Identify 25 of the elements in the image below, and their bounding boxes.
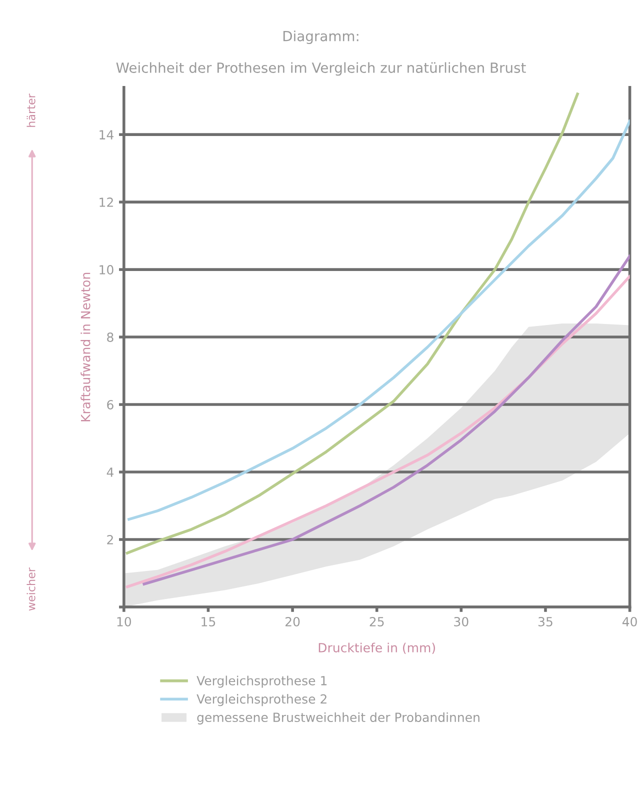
x-tick-label: 25 xyxy=(370,616,384,626)
legend-label: Vergleichsprothese 2 xyxy=(196,694,326,706)
y-tick-label: 10 xyxy=(100,265,114,274)
y-tick-label: 8 xyxy=(107,332,114,342)
x-tick-label: 35 xyxy=(538,616,552,626)
y-axis-title: Kraftaufwand in Newton xyxy=(80,272,90,422)
x-tick-label: 20 xyxy=(286,616,300,626)
y-tick-label: 2 xyxy=(107,534,113,544)
legend-label: Vergleichsprothese 1 xyxy=(196,676,327,688)
x-tick-label: 40 xyxy=(622,616,637,626)
y-tick-label: 14 xyxy=(100,130,114,140)
line-series xyxy=(126,92,579,554)
y-tick-label: 12 xyxy=(100,198,113,207)
x-axis-title: Drucktiefe in (mm) xyxy=(318,642,435,654)
chart-subtitle: Weichheit der Prothesen im Vergleich zur natürlichen Brust xyxy=(116,62,526,76)
text: weicher xyxy=(26,568,36,611)
chart-title: Diagramm: xyxy=(283,30,358,44)
x-tick-label: 15 xyxy=(202,617,216,626)
x-tick-label: 30 xyxy=(454,616,468,626)
text: härter xyxy=(26,94,36,127)
x-tick-label: 10 xyxy=(117,616,132,626)
y-tick-label: 6 xyxy=(107,400,114,410)
y-tick-label: 4 xyxy=(106,468,114,477)
legend-label: gemessene Brustweichheit der Probandinnen xyxy=(197,712,480,724)
line-series xyxy=(128,120,630,521)
